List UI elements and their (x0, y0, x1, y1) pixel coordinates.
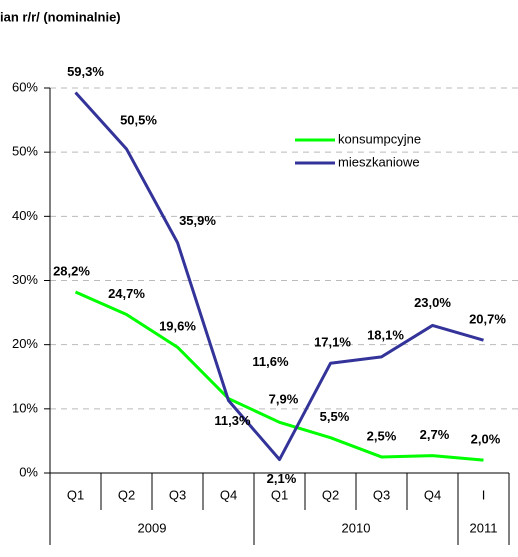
y-tick-label: 20% (12, 336, 38, 351)
data-label: 59,3% (67, 64, 104, 79)
data-label: 19,6% (159, 319, 196, 334)
data-label: 18,1% (367, 327, 404, 342)
x-tick-label: Q2 (322, 487, 339, 502)
x-tick-label: Q3 (169, 487, 186, 502)
x-tick-label: Q3 (373, 487, 390, 502)
legend-label: konsumpcyjne (338, 131, 421, 146)
data-label: 2,5% (367, 428, 397, 443)
data-label: 17,1% (314, 335, 351, 350)
chart-title: ian r/r/ (nominalnie) (0, 9, 121, 24)
group-label: 2009 (138, 520, 167, 535)
x-tick-label: I (482, 487, 486, 502)
y-tick-label: 10% (12, 400, 38, 415)
data-label: 5,5% (320, 409, 350, 424)
series-line (74, 91, 484, 462)
y-tick-label: 30% (12, 272, 38, 287)
data-label: 50,5% (120, 112, 157, 127)
data-label: 2,7% (420, 427, 450, 442)
legend-label: mieszkaniowe (338, 154, 420, 169)
series-line (74, 290, 484, 462)
data-label: 2,0% (471, 432, 501, 447)
x-tick-label: Q1 (67, 487, 84, 502)
x-tick-label: Q2 (118, 487, 135, 502)
y-tick-label: 40% (12, 208, 38, 223)
y-tick-label: 50% (12, 144, 38, 159)
data-label: 11,6% (252, 354, 289, 369)
data-label: 24,7% (108, 286, 145, 301)
x-tick-label: Q1 (271, 487, 288, 502)
x-tick-label: Q4 (424, 487, 441, 502)
x-tick-label: Q4 (220, 487, 237, 502)
data-label: 28,2% (53, 263, 90, 278)
y-tick-label: 60% (12, 79, 38, 94)
data-label: 20,7% (469, 312, 506, 327)
data-label: 23,0% (414, 295, 451, 310)
data-label: 2,1% (267, 471, 297, 486)
y-tick-label: 0% (19, 464, 38, 479)
data-label: 7,9% (269, 392, 299, 407)
group-label: 2010 (342, 520, 371, 535)
data-label: 11,3% (214, 413, 251, 428)
group-label: 2011 (470, 520, 498, 535)
data-label: 35,9% (179, 213, 216, 228)
